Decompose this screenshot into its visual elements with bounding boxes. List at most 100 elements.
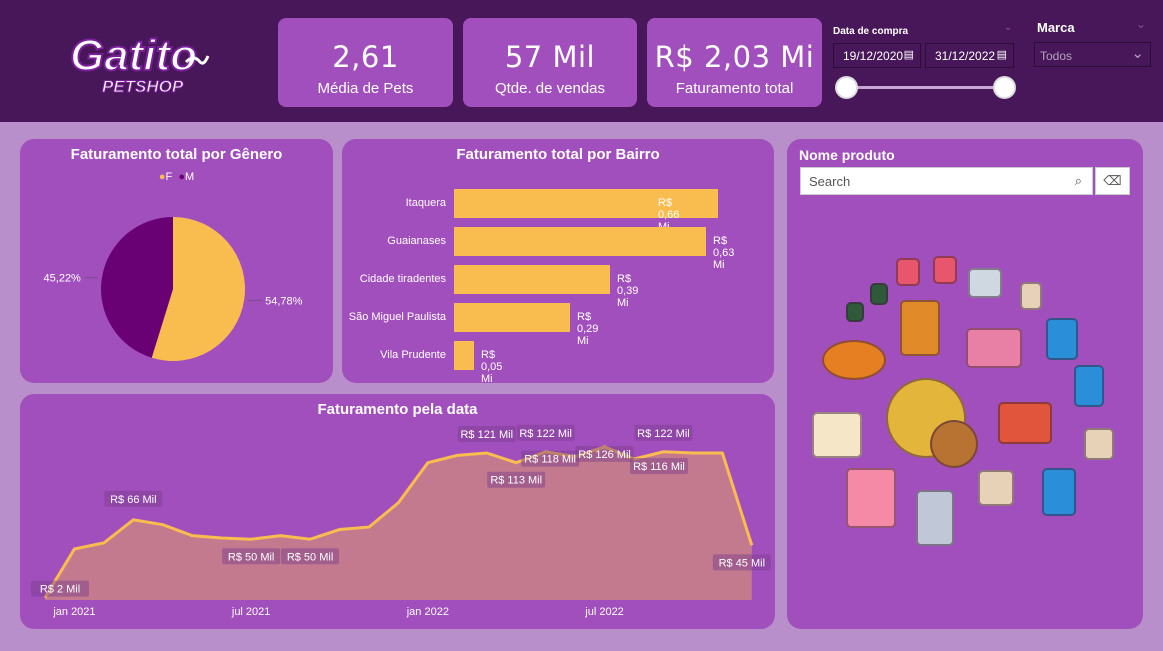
data-point[interactable] [248, 536, 254, 542]
pie-slice-f[interactable] [151, 217, 245, 361]
data-point[interactable] [484, 450, 490, 456]
bar-value-label: R$ 0,39 Mi [617, 273, 639, 309]
data-point[interactable] [219, 535, 225, 541]
data-point[interactable] [395, 500, 401, 506]
search-icon[interactable]: ⌕ [1074, 173, 1082, 188]
data-point[interactable] [278, 533, 284, 539]
brand-dropdown[interactable]: Todos ⌄ [1034, 42, 1151, 67]
product-roupa-pet-icon[interactable] [896, 258, 920, 286]
bar-3[interactable] [454, 303, 570, 332]
pie-legend: ●F ●M [20, 171, 333, 183]
data-point[interactable] [513, 460, 519, 466]
product-petisco-icon[interactable] [1074, 365, 1104, 407]
data-point[interactable] [337, 527, 343, 533]
chevron-down-icon[interactable]: ⌄ [1136, 17, 1147, 31]
data-label-bg [487, 471, 546, 488]
date-slider-end-handle[interactable] [993, 76, 1016, 99]
data-label: R$ 50 Mil [287, 551, 333, 563]
bar-value-label: R$ 0,29 Mi [577, 311, 599, 347]
data-label-bg [31, 580, 89, 597]
bar-4[interactable] [454, 341, 474, 370]
data-point[interactable] [130, 517, 136, 523]
brand-selected-value: Todos [1040, 49, 1073, 63]
clear-selection-button[interactable]: ⌫ [1095, 167, 1130, 195]
product-search-input[interactable]: Search ⌕ [800, 167, 1093, 195]
product-racao-gato-icon[interactable] [1084, 428, 1114, 460]
kpi-value: R$ 2,03 Mi [654, 40, 815, 74]
product-coleira-rosa-icon[interactable] [966, 328, 1022, 368]
data-point[interactable] [189, 533, 195, 539]
data-label: R$ 121 Mil [460, 429, 513, 441]
bar-value-label: R$ 0,63 Mi [713, 235, 735, 271]
svg-text:Gatito: Gatito [70, 31, 197, 80]
product-coleira-icon[interactable] [822, 340, 886, 380]
bar-category-label: Cidade tiradentes [359, 273, 446, 285]
legend-label-f: F [165, 171, 173, 183]
end-date-input[interactable]: 31/12/2022 ▤ [925, 43, 1014, 68]
start-date-value: 19/12/2020 [843, 49, 904, 63]
bar-1[interactable] [454, 227, 706, 256]
kpi-value: 57 Mil [504, 40, 596, 74]
gender-pie-chart: 54,78% 45,22% [44, 217, 303, 361]
data-label-bg [457, 425, 516, 442]
product-racao-gato-icon[interactable] [1042, 468, 1076, 516]
data-point[interactable] [749, 542, 755, 548]
legend-dot-m: ● [178, 171, 185, 183]
date-area-chart: R$ 2 Mil R$ 66 Mil R$ 50 Mil R$ 50 Mil R$ 12… [31, 424, 771, 618]
data-label: R$ 45 Mil [719, 557, 765, 569]
product-racao-cachorro-icon[interactable] [978, 470, 1014, 506]
data-label-bg [630, 458, 688, 475]
product-racao-gato-icon[interactable] [916, 490, 954, 546]
revenue-line [43, 445, 754, 599]
chevron-down-icon: ⌄ [1131, 45, 1144, 62]
data-label-bg [521, 450, 580, 467]
data-label: R$ 113 Mil [490, 475, 542, 487]
product-slicer-title: Nome produto [799, 147, 895, 163]
kpi-media-pets: 2,61 Média de Pets [278, 18, 453, 107]
product-racao-gato-icon[interactable] [1020, 282, 1042, 310]
data-label-bg [104, 490, 163, 507]
x-tick-label: jul 2022 [584, 606, 624, 618]
date-slider-start-handle[interactable] [835, 76, 858, 99]
kpi-faturamento-total: R$ 2,03 Mi Faturamento total [647, 18, 822, 107]
product-racao-cachorro-icon[interactable] [1046, 318, 1078, 360]
data-point[interactable] [454, 452, 460, 458]
product-comedouro-icon[interactable] [870, 283, 888, 305]
brand-filter-label: Marca [1037, 20, 1075, 35]
data-point[interactable] [660, 449, 666, 455]
x-tick-label: jul 2021 [231, 606, 271, 618]
data-label: R$ 122 Mil [637, 428, 690, 440]
data-point[interactable] [366, 524, 372, 530]
data-point[interactable] [425, 460, 431, 466]
data-point[interactable] [71, 546, 77, 552]
bar-0[interactable] [454, 189, 718, 218]
product-rato-brinquedo-icon[interactable] [968, 268, 1002, 298]
data-point[interactable] [307, 536, 313, 542]
date-slider-track[interactable] [846, 86, 1006, 89]
kpi-label: Faturamento total [675, 80, 794, 97]
calendar-icon[interactable]: ▤ [903, 49, 914, 61]
search-placeholder: Search [809, 174, 851, 189]
product-bola-marrom-icon[interactable] [930, 420, 978, 468]
bar-2[interactable] [454, 265, 610, 294]
pie-data-label: 54,78% [265, 295, 303, 307]
data-label: R$ 122 Mil [519, 428, 572, 440]
data-point[interactable] [719, 450, 725, 456]
data-point[interactable] [101, 540, 107, 546]
pie-slice-m[interactable] [100, 217, 173, 358]
product-lata-racao-icon[interactable] [846, 468, 896, 528]
product-coleira-osso-icon[interactable] [998, 402, 1052, 444]
product-osso-icon[interactable] [812, 412, 862, 458]
data-point[interactable] [160, 522, 166, 528]
start-date-input[interactable]: 19/12/2020 ▤ [833, 43, 921, 68]
calendar-icon[interactable]: ▤ [996, 49, 1007, 61]
bar-category-label: Guaianases [387, 235, 446, 247]
chevron-down-icon[interactable]: ⌄ [1004, 22, 1013, 33]
product-roupa-pet-icon[interactable] [933, 256, 957, 284]
legend-dot-f: ● [158, 171, 166, 183]
data-label-bg [575, 445, 634, 462]
data-label: R$ 2 Mil [40, 584, 80, 596]
data-point[interactable] [690, 450, 696, 456]
product-comedouro-icon[interactable] [846, 302, 864, 322]
product-cachorro-brinquedo-icon[interactable] [900, 300, 940, 356]
